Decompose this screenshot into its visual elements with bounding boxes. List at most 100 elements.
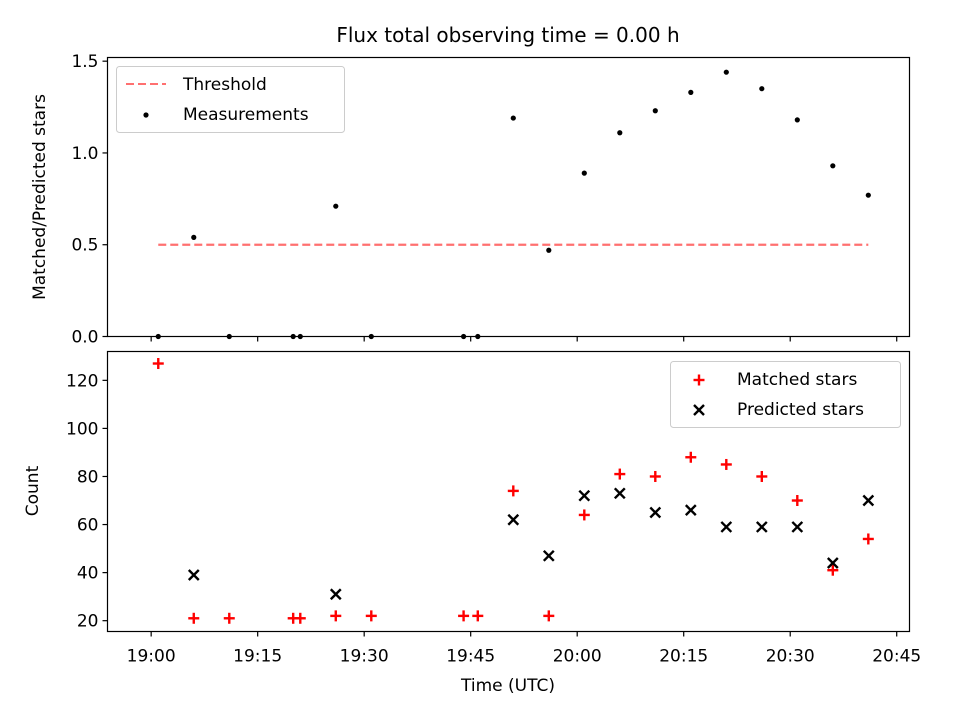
x-tick-label: 20:00 bbox=[553, 647, 602, 667]
matched-star-point bbox=[862, 533, 874, 545]
predicted-star-point-b bbox=[755, 521, 768, 533]
top-axes-frame bbox=[106, 56, 911, 338]
matched-star-point bbox=[720, 458, 732, 470]
matched-star-point bbox=[791, 495, 803, 507]
predicted-star-point bbox=[755, 521, 768, 533]
predicted-star-point bbox=[862, 494, 875, 507]
top-y-tick-label: 0.0 bbox=[71, 328, 98, 348]
predicted-star-point-b bbox=[542, 549, 555, 562]
top-y-tick-label: 1.5 bbox=[71, 52, 98, 72]
legend-measurement-label: Measurements bbox=[183, 105, 309, 125]
matched-star-point bbox=[649, 470, 661, 482]
matched-star-point bbox=[756, 470, 768, 482]
top-legend: Threshold Measurements bbox=[116, 66, 345, 133]
matched-star-point bbox=[152, 358, 164, 370]
predicted-star-point-b bbox=[684, 504, 697, 516]
matched-stars-points bbox=[152, 358, 874, 624]
top-y-tick-label: 0.5 bbox=[71, 236, 98, 256]
predicted-star-point-b bbox=[649, 506, 662, 519]
legend-predicted-swatch bbox=[693, 404, 705, 416]
bottom-legend: Matched stars Predicted stars bbox=[670, 361, 901, 428]
measurement-point bbox=[794, 117, 800, 123]
x-tick-label: 19:30 bbox=[340, 647, 389, 667]
predicted-star-point bbox=[826, 557, 839, 569]
predicted-star-point bbox=[329, 588, 342, 601]
top-y-axis-label: Matched/Predicted stars bbox=[30, 94, 50, 300]
bottom-y-tick-label: 20 bbox=[77, 612, 99, 632]
x-tick-label: 20:45 bbox=[872, 647, 921, 667]
measurement-point bbox=[759, 86, 765, 92]
bottom-axes-frame bbox=[106, 350, 911, 633]
bottom-y-tick-label: 80 bbox=[77, 467, 99, 487]
predicted-star-point bbox=[542, 549, 555, 562]
predicted-star-point bbox=[649, 506, 662, 519]
predicted-star-point-b bbox=[791, 521, 804, 533]
bottom-x-ticks: 19:00 19:15 19:30 19:45 20:00 20:15 20:30 20:45 bbox=[127, 631, 921, 667]
measurement-point bbox=[830, 163, 836, 169]
legend-measurement-swatch bbox=[143, 112, 149, 118]
measurement-point bbox=[723, 69, 729, 75]
matched-star-point bbox=[614, 468, 626, 480]
bottom-y-tick-label: 120 bbox=[66, 371, 98, 391]
predicted-star-point-b bbox=[578, 489, 591, 502]
measurement-point bbox=[617, 130, 623, 136]
matched-star-point bbox=[294, 612, 306, 624]
bottom-legend-box bbox=[670, 361, 901, 428]
matched-star-point bbox=[507, 485, 519, 497]
matched-star-point bbox=[330, 610, 342, 622]
measurement-point bbox=[865, 192, 871, 198]
legend-predicted-marker-b bbox=[693, 404, 705, 416]
x-tick-label: 19:00 bbox=[127, 647, 176, 667]
predicted-star-point-b bbox=[826, 557, 839, 569]
predicted-star-point bbox=[684, 504, 697, 516]
bottom-y-ticks: 20 40 60 80 100 120 bbox=[66, 371, 108, 632]
predicted-star-point-b bbox=[613, 487, 626, 500]
x-tick-label: 20:30 bbox=[766, 647, 815, 667]
predicted-star-point bbox=[720, 521, 733, 533]
measurement-point bbox=[688, 89, 694, 95]
predicted-star-point-b bbox=[329, 588, 342, 601]
bottom-y-tick-label: 100 bbox=[66, 419, 98, 439]
predicted-star-point-b bbox=[720, 521, 733, 533]
matched-star-point bbox=[685, 451, 697, 463]
x-tick-label: 20:15 bbox=[659, 647, 708, 667]
matched-star-point bbox=[578, 509, 590, 521]
ratio-panel: Flux total observing time = 0.00 h Match… bbox=[30, 23, 911, 348]
matched-star-point bbox=[472, 610, 484, 622]
top-x-ticks bbox=[150, 336, 898, 342]
predicted-star-point bbox=[791, 521, 804, 533]
bottom-y-tick-label: 60 bbox=[77, 516, 99, 536]
predicted-star-point-b bbox=[507, 513, 520, 526]
matched-star-point bbox=[827, 564, 839, 576]
predicted-star-point bbox=[578, 489, 591, 502]
predicted-star-point-b bbox=[862, 494, 875, 507]
top-y-ticks: 0.0 0.5 1.0 1.5 bbox=[71, 52, 108, 348]
matched-star-point bbox=[543, 610, 555, 622]
matched-star-point bbox=[188, 612, 200, 624]
predicted-star-point bbox=[507, 513, 520, 526]
legend-matched-label: Matched stars bbox=[737, 370, 857, 390]
top-legend-box bbox=[116, 66, 345, 133]
measurement-point bbox=[546, 247, 552, 253]
measurement-point bbox=[581, 170, 587, 176]
measurement-point bbox=[333, 203, 339, 209]
x-axis-label: Time (UTC) bbox=[460, 676, 555, 696]
predicted-stars-points bbox=[187, 487, 875, 601]
measurement-point bbox=[510, 115, 516, 121]
top-y-tick-label: 1.0 bbox=[71, 144, 98, 164]
legend-predicted-label: Predicted stars bbox=[737, 400, 864, 420]
matched-star-point bbox=[458, 610, 470, 622]
predicted-star-point bbox=[187, 569, 200, 581]
matched-star-point bbox=[365, 610, 377, 622]
legend-threshold-label: Threshold bbox=[182, 75, 267, 95]
predicted-star-point bbox=[613, 487, 626, 500]
legend-predicted-marker bbox=[693, 404, 705, 416]
legend-matched-marker bbox=[693, 374, 705, 386]
x-tick-label: 19:45 bbox=[446, 647, 495, 667]
measurement-point bbox=[191, 234, 197, 240]
matched-star-point bbox=[223, 612, 235, 624]
chart-title: Flux total observing time = 0.00 h bbox=[336, 23, 679, 47]
measurement-point bbox=[652, 108, 658, 114]
